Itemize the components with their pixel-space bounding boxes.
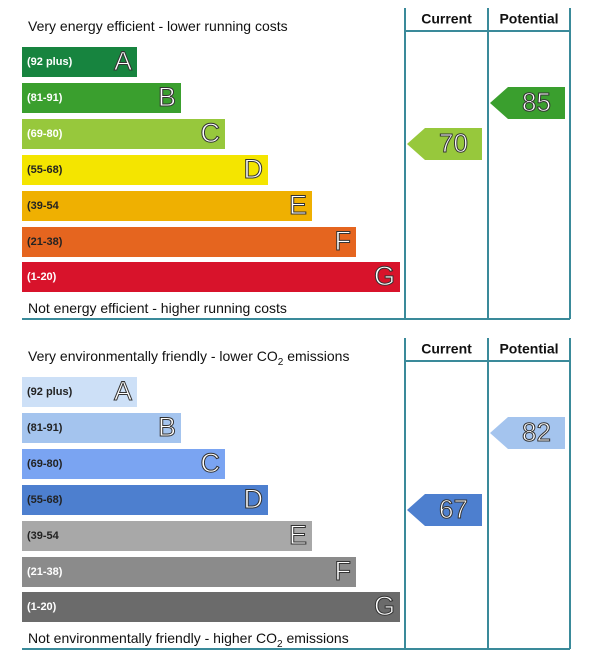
band (22, 557, 356, 587)
band-range: (39-54 (27, 200, 60, 212)
band-letter: G (374, 261, 395, 291)
band-letter: F (335, 226, 352, 256)
text-part: 2 (278, 357, 284, 368)
band-range: (81-91) (27, 92, 63, 104)
text-part: Not environmentally friendly - higher CO (28, 630, 277, 646)
text-part: emissions (283, 348, 349, 364)
band-letter: B (158, 82, 176, 112)
band-range: (81-91) (27, 422, 63, 434)
band (22, 227, 356, 257)
band (22, 521, 312, 551)
band-letter: E (289, 190, 307, 220)
band-range: (92 plus) (27, 56, 73, 68)
rating-arrow (490, 87, 565, 119)
band-letter: F (335, 556, 352, 586)
header: Potential (499, 11, 558, 27)
header: Current (421, 341, 472, 357)
band-letter: D (244, 484, 264, 514)
rating-value: 85 (522, 87, 551, 117)
label: Not energy efficient - higher running co… (28, 300, 287, 316)
band (22, 155, 268, 185)
rating-value: 67 (439, 494, 468, 524)
text-part: 2 (277, 639, 283, 650)
rating-value: 70 (439, 128, 468, 158)
band-range: (1-20) (27, 601, 57, 613)
rating-arrow (490, 417, 565, 449)
band-range: (39-54 (27, 530, 60, 542)
text-part: Very energy efficient - lower running co… (28, 18, 288, 34)
band (22, 485, 268, 515)
band-letter: E (289, 520, 307, 550)
label: Not environmentally friendly - higher CO… (28, 630, 349, 650)
band (22, 47, 137, 77)
band-range: (55-68) (27, 494, 63, 506)
band (22, 449, 225, 479)
text-part: emissions (283, 630, 349, 646)
band-range: (55-68) (27, 164, 63, 176)
band-range: (1-20) (27, 271, 57, 283)
band-range: (69-80) (27, 458, 63, 470)
band (22, 377, 137, 407)
band-range: (92 plus) (27, 386, 73, 398)
band-letter: C (201, 448, 221, 478)
header: Current (421, 11, 472, 27)
header: Potential (499, 341, 558, 357)
band (22, 191, 312, 221)
band-range: (21-38) (27, 566, 63, 578)
band-range: (69-80) (27, 128, 63, 140)
band-letter: B (158, 412, 176, 442)
band (22, 262, 400, 292)
rating-arrow (407, 494, 482, 526)
text-part: Very environmentally friendly - lower CO (28, 348, 278, 364)
band-range: (21-38) (27, 236, 63, 248)
label: Very energy efficient - lower running co… (28, 18, 288, 34)
band-letter: A (114, 46, 132, 76)
label: Very environmentally friendly - lower CO… (28, 348, 349, 368)
band-letter: D (244, 154, 264, 184)
band (22, 119, 225, 149)
rating-value: 82 (522, 417, 551, 447)
band (22, 592, 400, 622)
band-letter: A (114, 376, 132, 406)
band (22, 413, 181, 443)
band-letter: C (201, 118, 221, 148)
band-letter: G (374, 591, 395, 621)
rating-arrow (407, 128, 482, 160)
text-part: Not energy efficient - higher running co… (28, 300, 287, 316)
band (22, 83, 181, 113)
